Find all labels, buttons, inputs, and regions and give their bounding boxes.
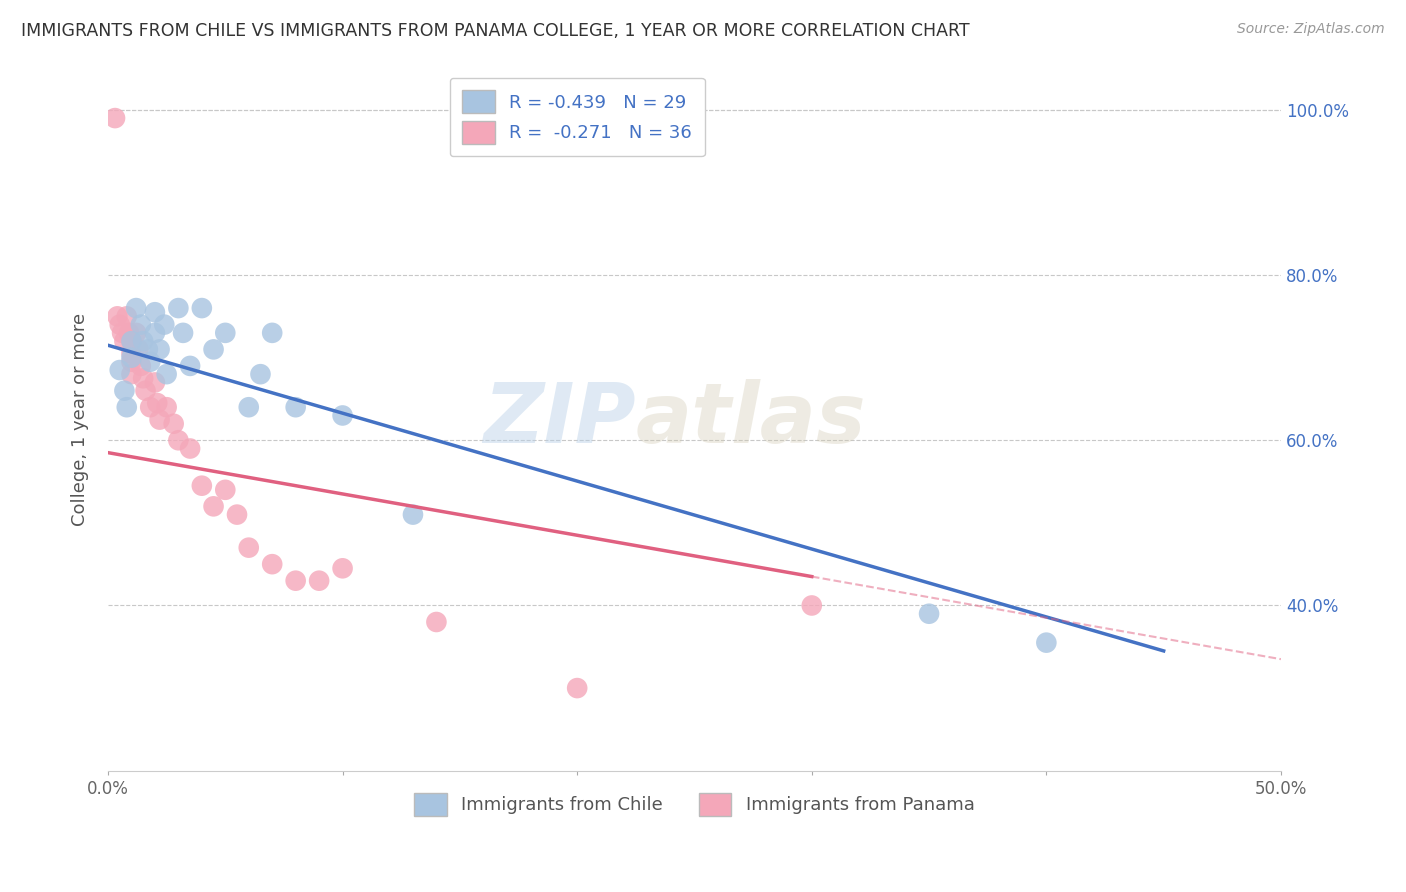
Point <box>156 401 179 415</box>
Point <box>143 376 166 390</box>
Point <box>226 508 249 522</box>
Point <box>167 434 190 448</box>
Point <box>115 401 138 415</box>
Point <box>112 334 135 348</box>
Point <box>214 326 236 340</box>
Y-axis label: College, 1 year or more: College, 1 year or more <box>72 313 89 526</box>
Point <box>136 343 159 357</box>
Point <box>167 301 190 315</box>
Point <box>262 326 284 340</box>
Point <box>149 343 172 357</box>
Point <box>262 557 284 571</box>
Point <box>118 326 141 340</box>
Text: ZIP: ZIP <box>484 379 636 460</box>
Point <box>108 363 131 377</box>
Point <box>127 343 149 357</box>
Point <box>111 326 134 340</box>
Point <box>139 401 162 415</box>
Point <box>104 111 127 125</box>
Point <box>179 442 201 456</box>
Point <box>135 384 157 398</box>
Point <box>238 401 260 415</box>
Point <box>214 483 236 497</box>
Point <box>132 334 155 348</box>
Point <box>112 384 135 398</box>
Text: IMMIGRANTS FROM CHILE VS IMMIGRANTS FROM PANAMA COLLEGE, 1 YEAR OR MORE CORRELAT: IMMIGRANTS FROM CHILE VS IMMIGRANTS FROM… <box>21 22 970 40</box>
Point <box>332 561 354 575</box>
Point <box>191 301 214 315</box>
Point <box>120 367 142 381</box>
Point <box>125 301 148 315</box>
Point <box>179 359 201 373</box>
Point <box>284 574 307 588</box>
Point <box>143 326 166 340</box>
Point <box>284 401 307 415</box>
Point <box>105 310 128 324</box>
Point <box>120 334 142 348</box>
Point <box>120 346 142 360</box>
Point <box>129 318 152 332</box>
Text: atlas: atlas <box>636 379 866 460</box>
Point <box>402 508 425 522</box>
Point <box>156 367 179 381</box>
Point <box>202 343 225 357</box>
Point <box>918 607 941 621</box>
Point <box>146 396 169 410</box>
Text: Source: ZipAtlas.com: Source: ZipAtlas.com <box>1237 22 1385 37</box>
Legend: Immigrants from Chile, Immigrants from Panama: Immigrants from Chile, Immigrants from P… <box>405 783 984 825</box>
Point <box>153 318 176 332</box>
Point <box>425 615 447 629</box>
Point <box>132 371 155 385</box>
Point <box>308 574 330 588</box>
Point <box>172 326 194 340</box>
Point <box>800 599 823 613</box>
Point <box>163 417 186 431</box>
Point <box>120 334 142 348</box>
Point <box>143 305 166 319</box>
Point <box>332 409 354 423</box>
Point <box>249 367 271 381</box>
Point <box>125 326 148 340</box>
Point <box>202 500 225 514</box>
Point <box>567 681 589 695</box>
Point <box>120 351 142 365</box>
Point <box>149 412 172 426</box>
Point <box>1035 635 1057 649</box>
Point <box>129 359 152 373</box>
Point <box>191 478 214 492</box>
Point <box>120 355 142 369</box>
Point <box>238 541 260 555</box>
Point <box>108 318 131 332</box>
Point <box>115 310 138 324</box>
Point <box>139 355 162 369</box>
